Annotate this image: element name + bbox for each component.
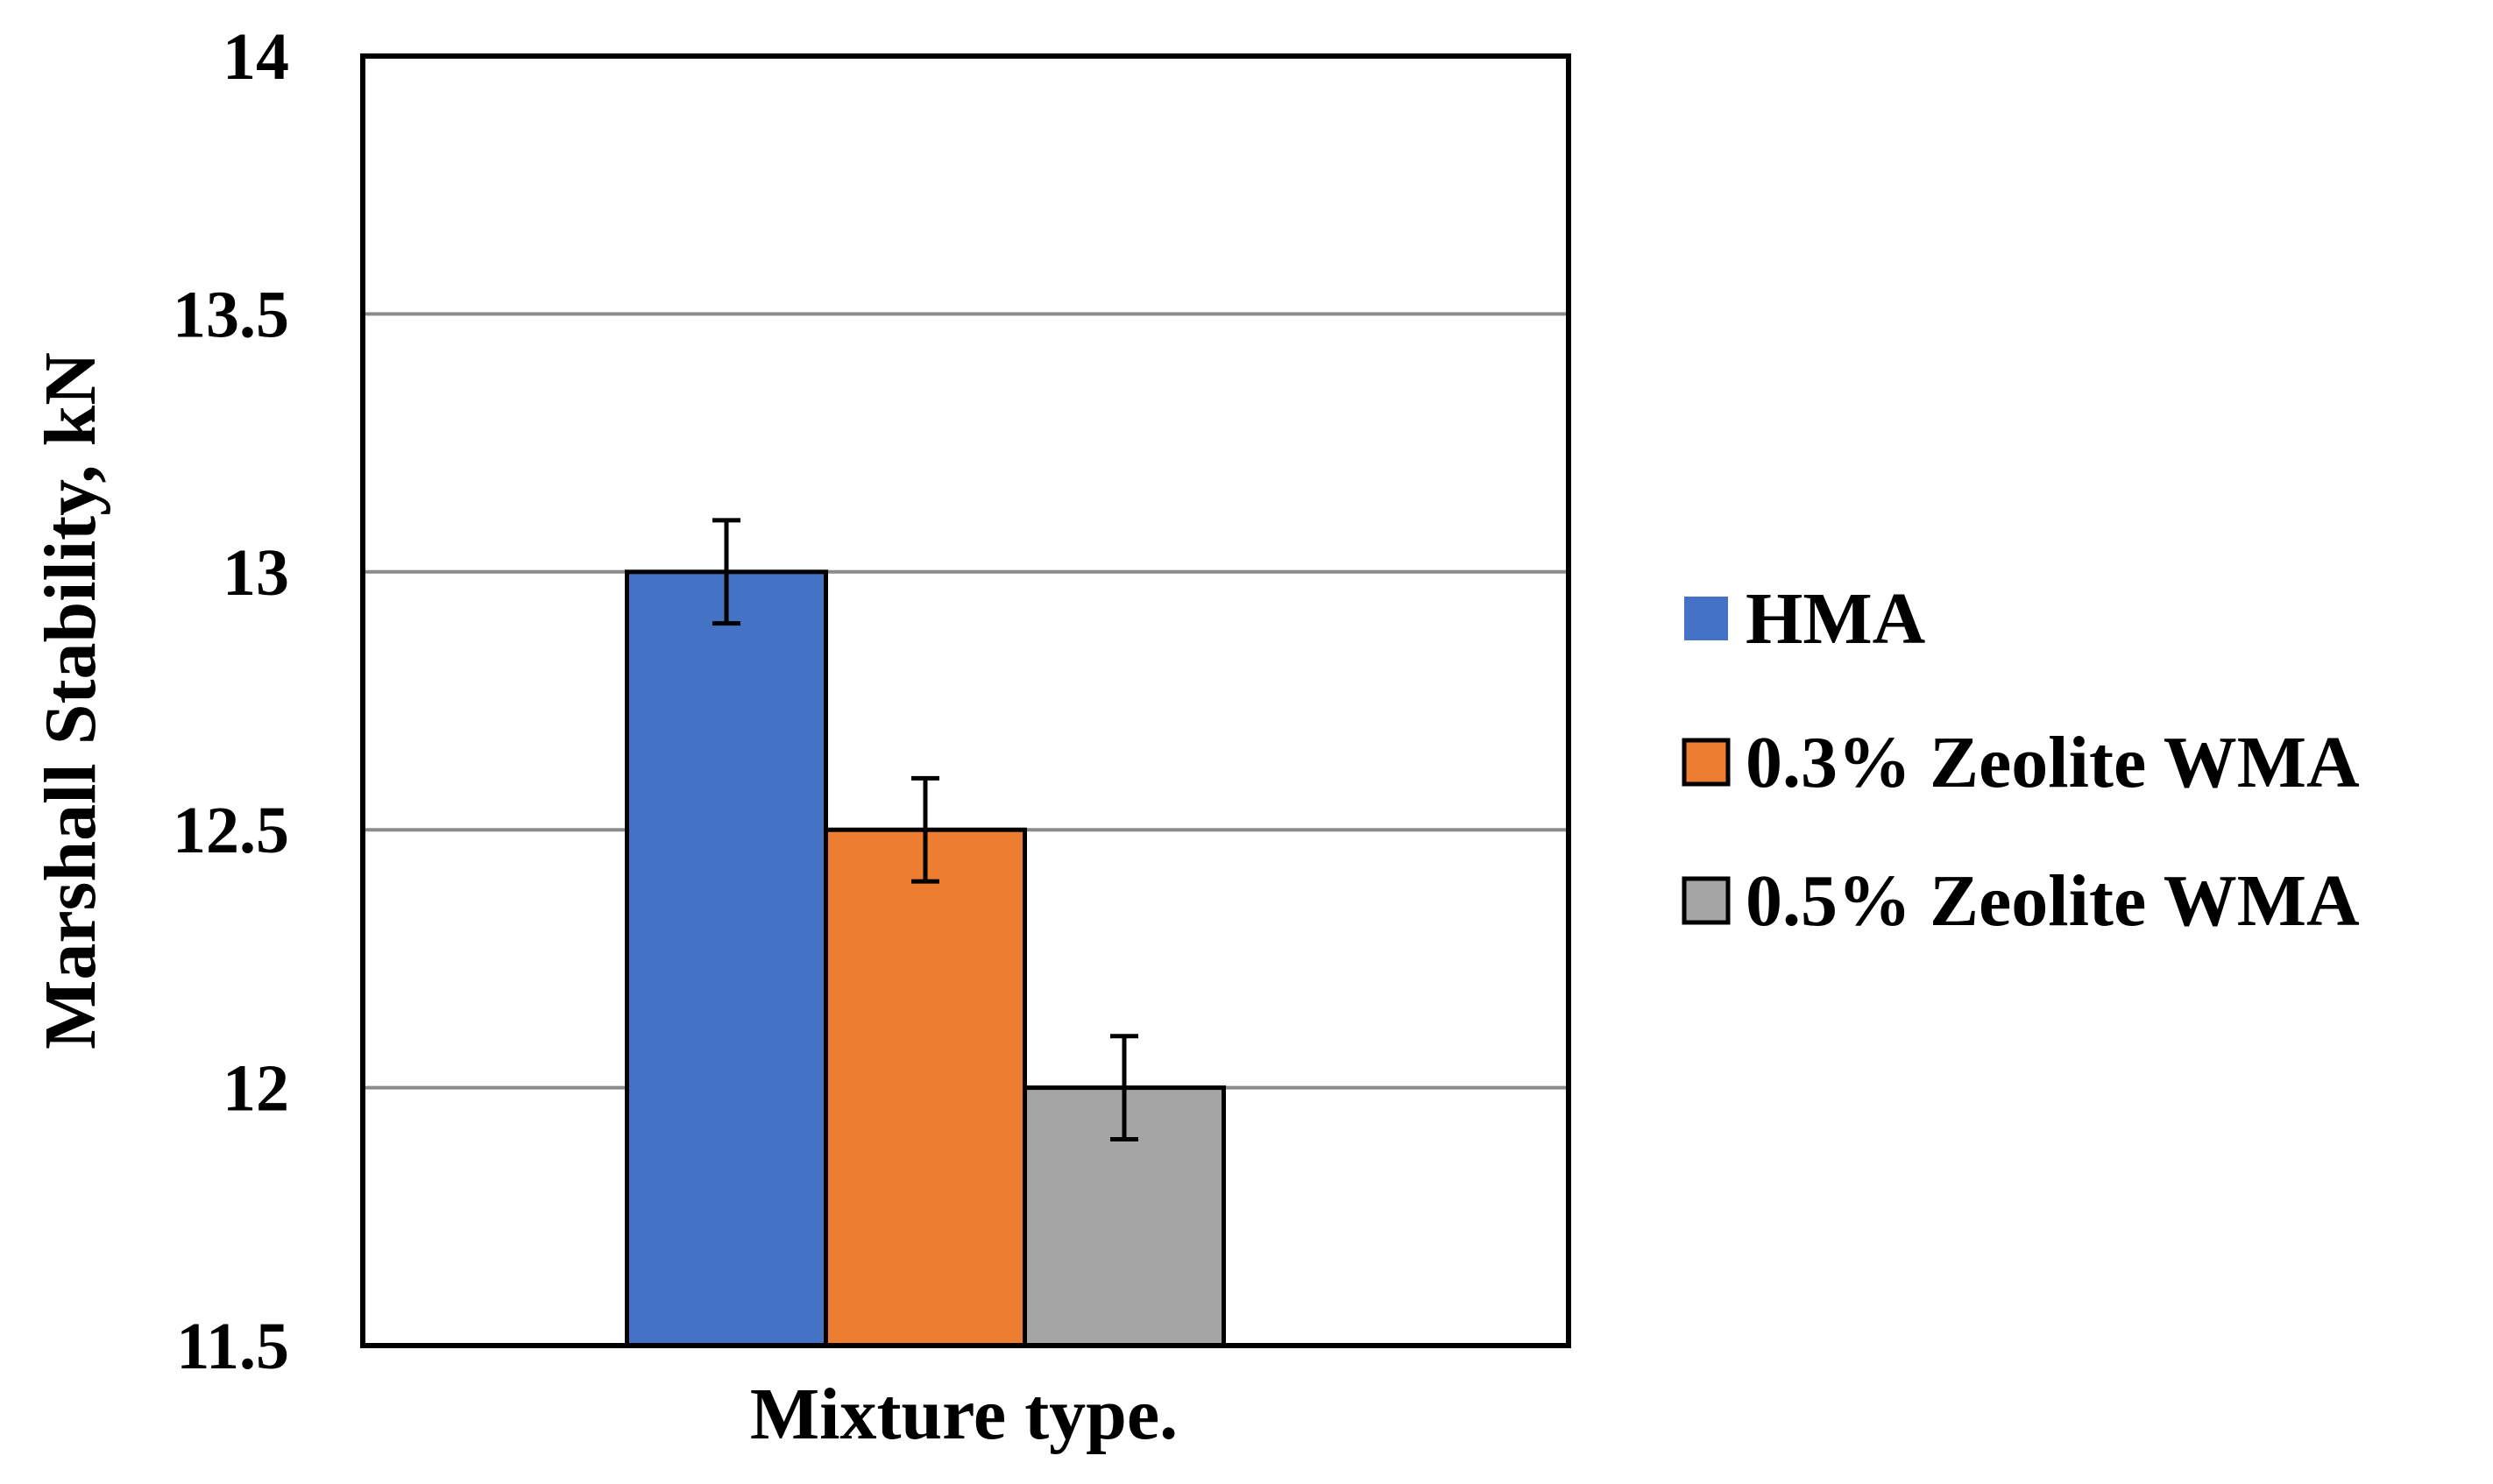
legend-label-0-5-zeolite-wma: 0.5% Zeolite WMA: [1746, 860, 2360, 942]
error-bar: [712, 518, 740, 626]
legend-label-0-3-zeolite-wma: 0.3% Zeolite WMA: [1746, 722, 2360, 803]
error-bar: [911, 775, 939, 884]
legend-swatch-0-5-zeolite-wma: [1682, 876, 1731, 925]
y-axis-tick-labels: 11.5 12 12.5 13 13.5 14: [173, 20, 289, 1383]
legend-label-hma: HMA: [1746, 578, 1926, 660]
plot-area-frame: [360, 53, 1571, 1348]
y-tick-label: 12.5: [173, 794, 289, 867]
y-tick-label: 12: [223, 1052, 289, 1126]
y-tick-label: 11.5: [176, 1310, 289, 1383]
y-axis-title: Marshall Stability, kN: [30, 352, 111, 1049]
error-bar: [1110, 1034, 1138, 1141]
y-tick-label: 13: [223, 536, 289, 610]
legend-swatch-0-3-zeolite-wma: [1682, 738, 1731, 787]
y-tick-label: 14: [223, 20, 289, 94]
bar-hma: [625, 569, 828, 1348]
error-bars: [712, 518, 1138, 1141]
legend-swatch-hma: [1684, 597, 1728, 640]
legend: HMA 0.3% Zeolite WMA 0.5% Zeolite WMA: [1682, 578, 2360, 942]
bars: [625, 569, 1226, 1348]
x-axis-title: Mixture type.: [750, 1374, 1178, 1455]
bar-0-3-zeolite-wma: [824, 827, 1027, 1348]
y-tick-label: 13.5: [173, 278, 289, 351]
